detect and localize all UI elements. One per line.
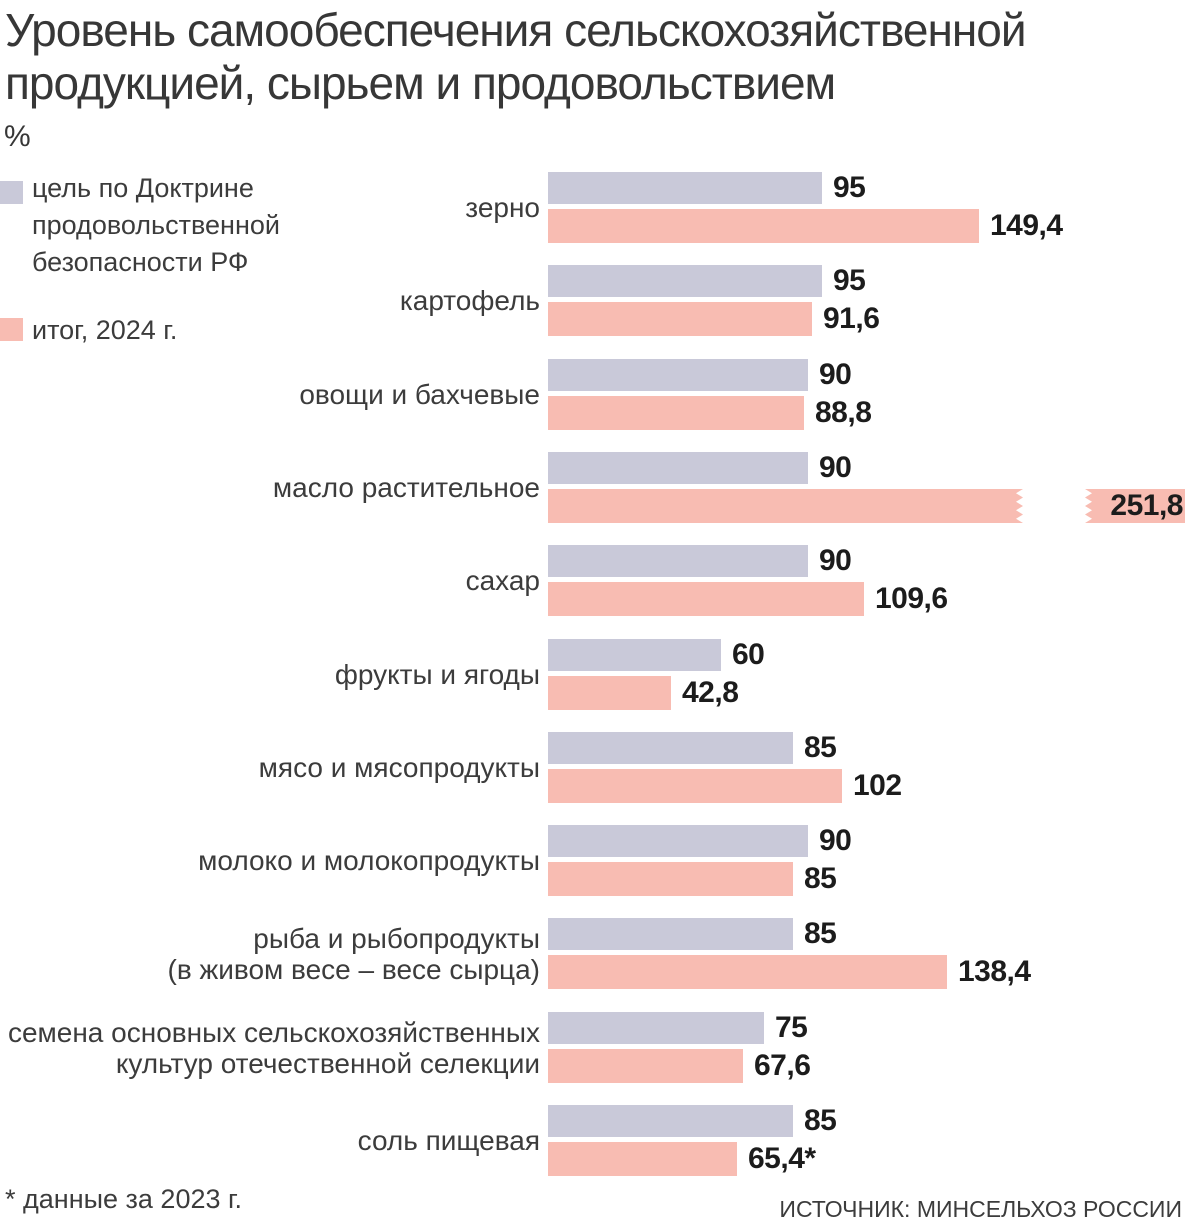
target-value-label: 90 (819, 358, 852, 391)
actual-bar (548, 209, 979, 243)
footnote: * данные за 2023 г. (5, 1184, 243, 1214)
unit-label: % (4, 120, 31, 153)
target-bar (548, 172, 822, 204)
actual-value-label: 65,4* (748, 1142, 816, 1175)
actual-value-label: 138,4 (958, 955, 1031, 988)
target-bar (548, 359, 808, 391)
actual-value-label: 109,6 (875, 582, 948, 615)
actual-value-label-inside-bar: 251,8 (1085, 489, 1185, 523)
target-bar (548, 265, 822, 297)
category-label: сахар (465, 565, 540, 596)
actual-value-label: 102 (853, 769, 902, 802)
actual-value-label: 88,8 (815, 396, 872, 429)
legend-label-actual: итог, 2024 г. (32, 315, 178, 345)
target-bar (548, 1105, 793, 1137)
actual-bar (548, 676, 671, 710)
actual-bar (548, 582, 864, 616)
actual-value-label: 67,6 (754, 1049, 811, 1082)
target-value-label: 85 (804, 917, 837, 950)
target-value-label: 85 (804, 731, 837, 764)
category-label: картофель (399, 285, 540, 316)
actual-bar-segment-clipped (548, 489, 1023, 523)
legend-label-target: цель по Доктрине продовольственной безоп… (32, 173, 280, 277)
category-label: масло растительное (272, 472, 540, 503)
actual-bar (548, 955, 947, 989)
actual-value-label: 91,6 (823, 302, 880, 335)
target-value-label: 90 (819, 824, 852, 857)
category-label: рыба и рыбопродукты (в живом весе – весе… (167, 922, 540, 985)
category-label: семена основных сельскохозяйственных кул… (7, 1016, 540, 1079)
target-value-label: 85 (804, 1104, 837, 1137)
target-bar (548, 1012, 764, 1044)
target-value-label: 75 (775, 1011, 808, 1044)
legend-swatch-target-icon (0, 181, 23, 204)
category-label: фрукты и ягоды (334, 659, 540, 690)
target-bar (548, 639, 721, 671)
target-bar (548, 732, 793, 764)
actual-bar (548, 1049, 743, 1083)
target-value-label: 90 (819, 451, 852, 484)
source-credit: ИСТОЧНИК: МИНСЕЛЬХОЗ РОССИИ (779, 1196, 1182, 1222)
actual-bar (548, 1142, 737, 1176)
target-bar (548, 452, 808, 484)
target-bar (548, 825, 808, 857)
actual-bar (548, 769, 842, 803)
legend-swatch-actual-icon (0, 318, 23, 341)
target-value-label: 95 (833, 264, 866, 297)
actual-value-label: 149,4 (990, 209, 1063, 242)
target-value-label: 90 (819, 544, 852, 577)
actual-bar (548, 302, 812, 336)
actual-value-label: 85 (804, 862, 837, 895)
target-value-label: 95 (833, 171, 866, 204)
category-label: соль пищевая (357, 1125, 540, 1156)
actual-value-label: 42,8 (682, 676, 739, 709)
target-bar (548, 545, 808, 577)
actual-bar (548, 862, 793, 896)
actual-bar (548, 396, 804, 430)
chart-title: Уровень самообеспечения сельскохозяйстве… (5, 4, 1027, 109)
target-value-label: 60 (732, 638, 765, 671)
category-label: мясо и мясопродукты (258, 752, 540, 783)
category-label: овощи и бахчевые (299, 379, 540, 410)
category-label: зерно (465, 192, 540, 223)
category-label: молоко и молокопродукты (198, 845, 540, 876)
target-bar (548, 918, 793, 950)
